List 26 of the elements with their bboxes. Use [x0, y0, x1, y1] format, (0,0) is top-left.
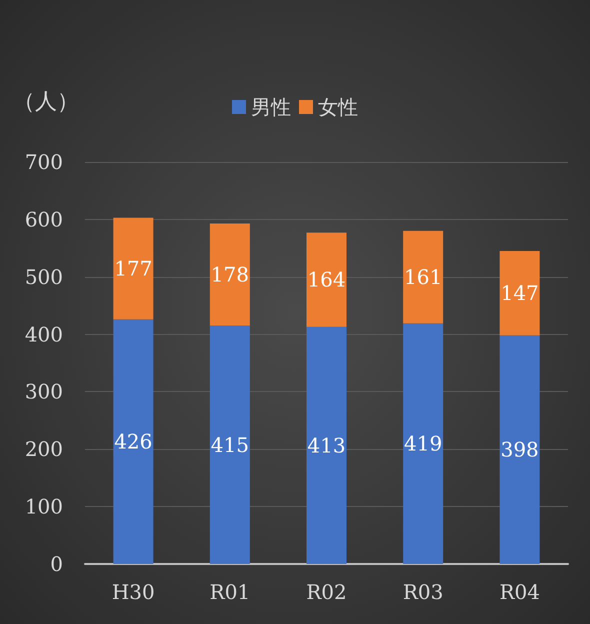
- y-tick-label: 100: [24, 494, 63, 519]
- x-tick-label: R01: [210, 580, 250, 604]
- y-tick-label: 200: [24, 437, 63, 462]
- y-tick-label: 500: [24, 264, 63, 289]
- data-label: 413: [307, 433, 346, 458]
- data-label: 415: [210, 432, 249, 457]
- legend-label: 男性: [251, 95, 291, 119]
- y-axis-title: （人）: [13, 90, 79, 114]
- data-label: 177: [114, 256, 152, 281]
- data-label: 426: [114, 430, 152, 454]
- x-tick-label: R03: [402, 580, 444, 604]
- y-tick-label: 0: [50, 552, 63, 576]
- x-tick-label: H30: [112, 580, 155, 604]
- data-label: 419: [404, 432, 442, 456]
- data-label: 147: [500, 281, 539, 306]
- data-label: 164: [307, 268, 346, 292]
- x-tick-label: R02: [306, 580, 347, 604]
- data-label: 398: [500, 438, 539, 462]
- y-tick-label: 600: [24, 207, 63, 232]
- data-label: 161: [404, 265, 442, 290]
- data-label: 178: [210, 262, 249, 287]
- y-tick-label: 400: [24, 322, 63, 346]
- x-tick-label: R04: [499, 580, 540, 604]
- y-tick-label: 700: [24, 150, 63, 174]
- y-tick-label: 300: [24, 380, 63, 404]
- legend-label: 女性: [318, 95, 358, 119]
